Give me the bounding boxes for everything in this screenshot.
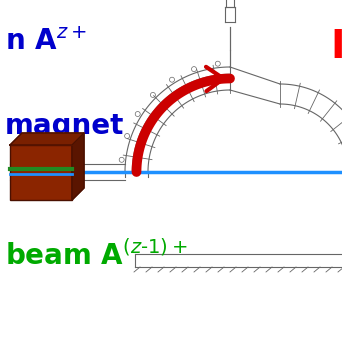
Bar bbox=[10, 145, 72, 200]
Polygon shape bbox=[10, 133, 84, 145]
Text: magnet: magnet bbox=[5, 112, 124, 140]
Polygon shape bbox=[72, 133, 84, 200]
Text: I: I bbox=[330, 28, 342, 66]
Text: beam A$^{(z\text{-}1)+}$: beam A$^{(z\text{-}1)+}$ bbox=[5, 240, 188, 271]
Text: n A$^{z+}$: n A$^{z+}$ bbox=[5, 28, 87, 56]
